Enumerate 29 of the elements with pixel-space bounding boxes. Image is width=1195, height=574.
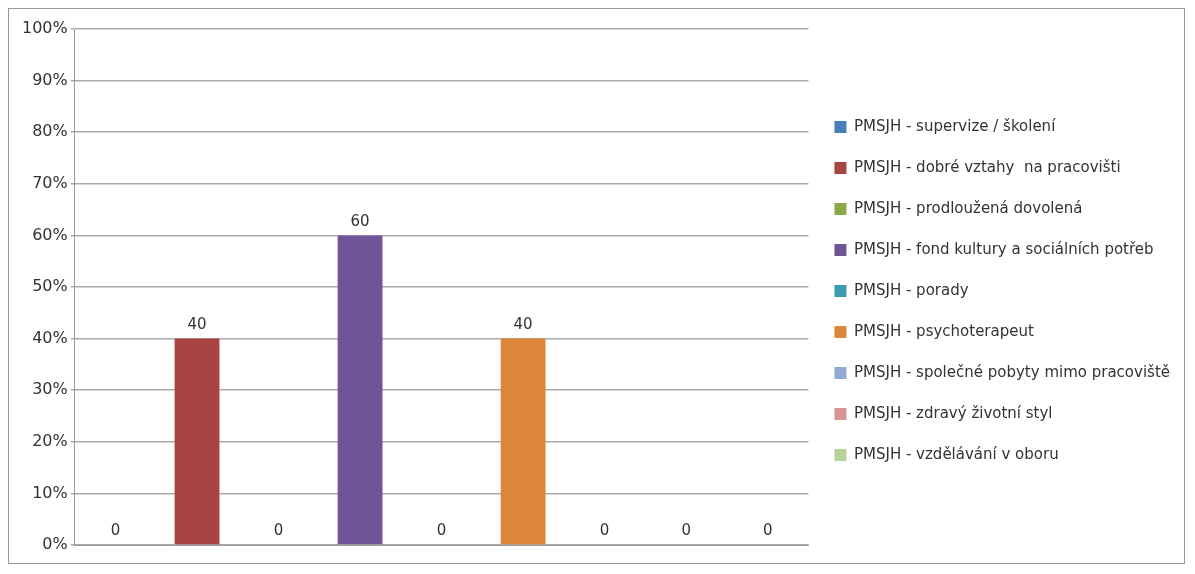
y-tick-label: 80% xyxy=(32,121,68,141)
y-tick-label: 70% xyxy=(32,172,68,192)
data-label: 40 xyxy=(513,314,533,333)
data-label: 0 xyxy=(599,521,610,540)
legend-label: PMSJH - dobré vztahy na pracovišti xyxy=(853,157,1121,176)
legend-label: PMSJH - fond kultury a sociálních potřeb xyxy=(853,239,1154,258)
legend-label: PMSJH - porady xyxy=(853,280,969,299)
data-label: 0 xyxy=(762,521,773,540)
legend-label: PMSJH - supervize / školení xyxy=(853,116,1057,135)
y-tick-label: 50% xyxy=(32,276,68,296)
data-label: 40 xyxy=(187,314,207,333)
y-tick-label: 10% xyxy=(32,482,68,502)
legend-label: PMSJH - prodloužená dovolená xyxy=(853,198,1083,217)
y-tick-label: 40% xyxy=(32,327,68,347)
y-tick-label: 30% xyxy=(32,379,68,399)
data-label: 0 xyxy=(110,521,121,540)
data-label: 0 xyxy=(681,521,691,540)
data-label: 60 xyxy=(350,211,370,230)
legend-label: PMSJH - společné pobyty mimo pracoviště xyxy=(853,362,1171,381)
data-label: 0 xyxy=(273,521,284,540)
y-tick-label: 20% xyxy=(32,430,68,450)
legend-label: PMSJH - psychoterapeut xyxy=(853,321,1034,340)
y-tick-label: 100% xyxy=(21,18,68,38)
data-label: 0 xyxy=(436,521,447,540)
y-tick-label: 90% xyxy=(32,69,68,89)
legend-label: PMSJH - zdravý životní styl xyxy=(853,403,1053,422)
y-tick-label: 0% xyxy=(42,534,68,554)
y-tick-label: 60% xyxy=(32,224,68,244)
legend-label: PMSJH - vzdělávání v oboru xyxy=(853,444,1059,463)
